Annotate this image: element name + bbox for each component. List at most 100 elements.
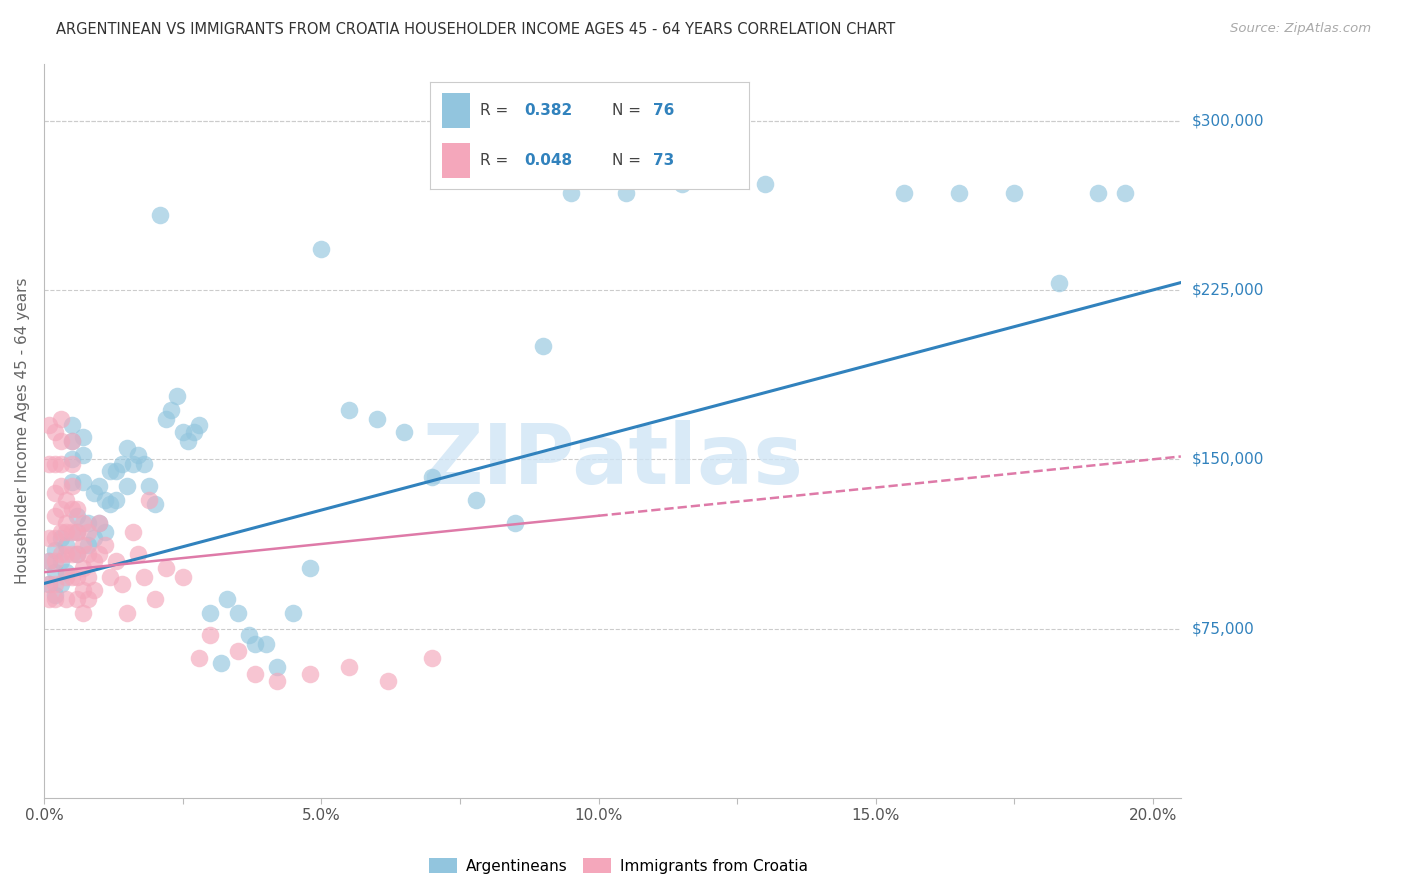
Point [55, 547, 77, 561]
Point [49, 576, 72, 591]
Point [49, 502, 72, 516]
Point [60, 452, 83, 467]
Point [49, 532, 72, 546]
Point [177, 434, 200, 449]
Point [49, 434, 72, 449]
Text: ZIPatlas: ZIPatlas [422, 420, 803, 501]
Point [55, 524, 77, 539]
Point [72, 448, 94, 462]
Point [560, 186, 582, 200]
Point [77, 570, 100, 584]
Point [94, 492, 117, 507]
Point [1004, 186, 1026, 200]
Point [94, 524, 117, 539]
Point [299, 560, 322, 574]
Point [44, 588, 66, 602]
Point [226, 644, 249, 658]
Point [115, 479, 138, 493]
Point [337, 402, 360, 417]
Y-axis label: Householder Income Ages 45 - 64 years: Householder Income Ages 45 - 64 years [15, 277, 30, 584]
Point [89, 516, 111, 530]
Point [465, 492, 488, 507]
Point [60, 547, 83, 561]
Point [243, 666, 266, 681]
Point [209, 656, 232, 670]
Point [138, 492, 160, 507]
Point [72, 475, 94, 489]
Point [115, 441, 138, 455]
Point [394, 425, 416, 440]
Point [121, 457, 143, 471]
Point [44, 508, 66, 523]
Point [38, 576, 60, 591]
Point [72, 516, 94, 530]
Point [215, 592, 238, 607]
Point [44, 542, 66, 557]
Point [49, 457, 72, 471]
Point [44, 576, 66, 591]
Point [155, 560, 177, 574]
Point [1114, 186, 1136, 200]
Point [83, 583, 105, 598]
Point [127, 448, 149, 462]
Legend: Argentineans, Immigrants from Croatia: Argentineans, Immigrants from Croatia [423, 852, 814, 880]
Point [309, 242, 332, 256]
Point [38, 554, 60, 568]
Point [66, 508, 89, 523]
Point [49, 524, 72, 539]
Point [172, 425, 194, 440]
Point [60, 434, 83, 449]
Point [83, 486, 105, 500]
Point [44, 532, 66, 546]
Point [44, 592, 66, 607]
Point [38, 592, 60, 607]
Point [55, 592, 77, 607]
Point [89, 516, 111, 530]
Point [121, 524, 143, 539]
Point [100, 570, 122, 584]
Point [72, 560, 94, 574]
Point [55, 492, 77, 507]
Point [100, 464, 122, 478]
Point [49, 479, 72, 493]
Point [89, 547, 111, 561]
Point [44, 425, 66, 440]
Point [94, 538, 117, 552]
Point [754, 177, 776, 191]
Point [60, 434, 83, 449]
Point [104, 464, 127, 478]
Point [55, 570, 77, 584]
Point [200, 628, 222, 642]
Point [283, 606, 305, 620]
Point [72, 606, 94, 620]
Point [243, 638, 266, 652]
Point [132, 457, 155, 471]
Point [38, 532, 60, 546]
Point [38, 418, 60, 433]
Point [44, 457, 66, 471]
Point [60, 502, 83, 516]
Point [72, 583, 94, 598]
Point [49, 411, 72, 425]
Point [115, 606, 138, 620]
Point [420, 651, 443, 665]
Point [172, 570, 194, 584]
Point [44, 565, 66, 579]
Point [38, 576, 60, 591]
Text: $150,000: $150,000 [1192, 451, 1264, 467]
Point [100, 498, 122, 512]
Point [60, 475, 83, 489]
Point [366, 411, 388, 425]
Point [66, 547, 89, 561]
Point [110, 457, 132, 471]
Point [183, 425, 205, 440]
Point [143, 498, 166, 512]
Point [55, 538, 77, 552]
Point [104, 554, 127, 568]
Point [60, 457, 83, 471]
Point [60, 418, 83, 433]
Text: $225,000: $225,000 [1192, 283, 1264, 297]
Point [44, 486, 66, 500]
Point [66, 547, 89, 561]
Point [614, 186, 637, 200]
